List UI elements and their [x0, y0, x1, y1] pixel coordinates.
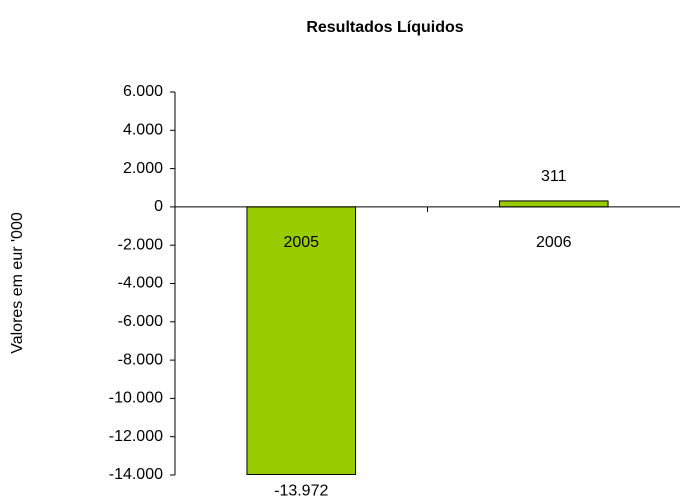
bar — [498, 200, 609, 208]
y-tick-label: 2.000 — [123, 160, 163, 177]
y-tick-label: -12.000 — [109, 428, 163, 445]
y-tick-label: 0 — [154, 198, 163, 215]
y-tick-label: -10.000 — [109, 390, 163, 407]
y-tick-label: -2.000 — [118, 236, 163, 253]
y-tick-label: 6.000 — [123, 83, 163, 100]
y-tick-label: -6.000 — [118, 313, 163, 330]
data-label: 311 — [541, 168, 567, 185]
chart-title: Resultados Líquidos — [306, 19, 463, 36]
y-tick-label: -8.000 — [118, 351, 163, 368]
y-tick-label: 4.000 — [123, 122, 163, 139]
data-label: -13.972 — [274, 483, 328, 499]
y-tick-label: -14.000 — [109, 466, 163, 483]
x-tick-label: 2005 — [283, 234, 319, 251]
x-tick-label: 2006 — [536, 234, 572, 251]
bar — [246, 206, 357, 475]
y-tick-label: -4.000 — [118, 275, 163, 292]
y-axis-label: Valores em eur '000 — [9, 212, 26, 354]
